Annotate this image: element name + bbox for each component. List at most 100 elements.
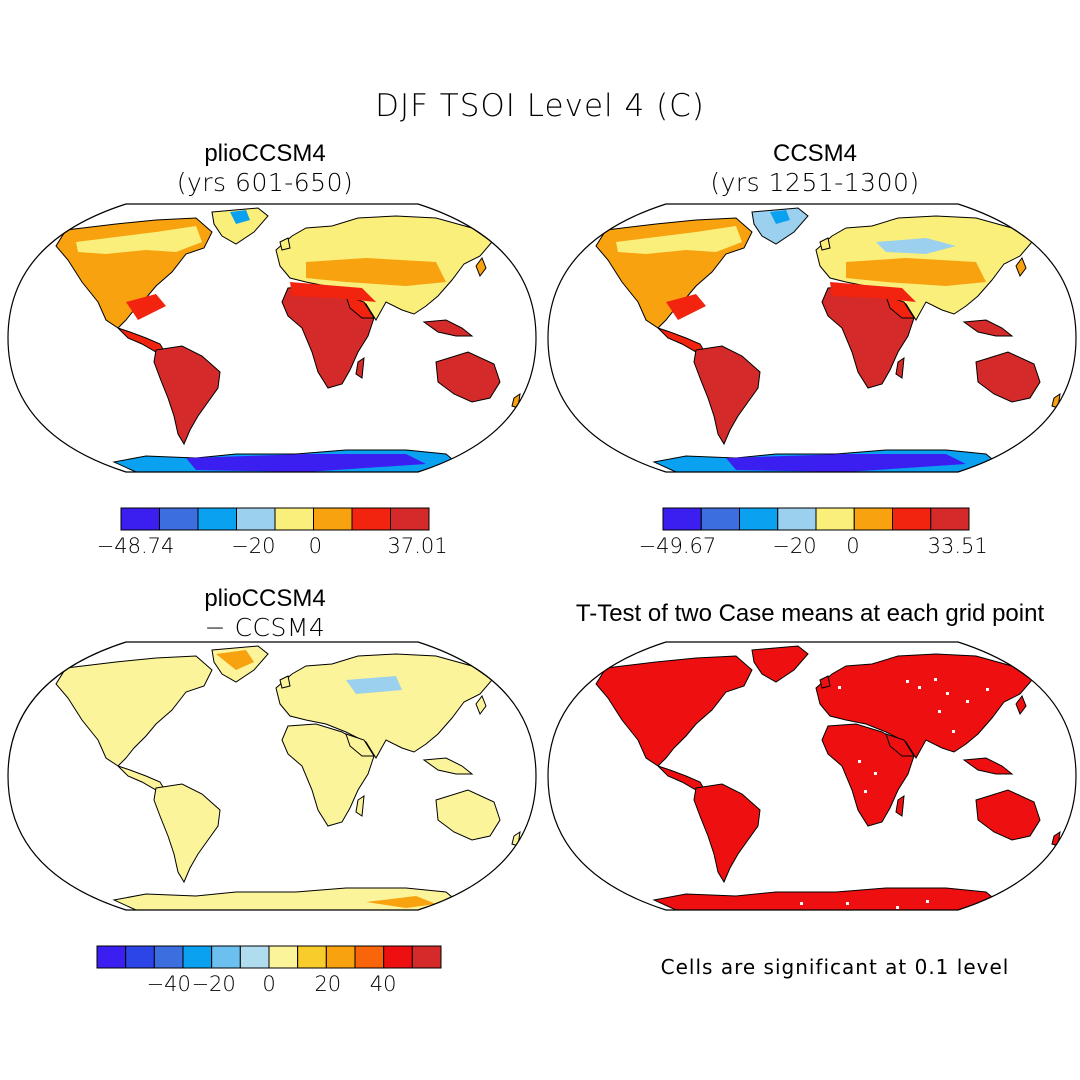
- colorbar-min-label: −48.74: [96, 534, 175, 558]
- colorbar-swatch: [700, 507, 740, 531]
- land-japan: [475, 256, 487, 278]
- panel-subtitle-top-left: (yrs 601-650): [176, 168, 354, 197]
- nonsignificant-cell: [846, 902, 849, 905]
- colorbar-swatch: [197, 507, 237, 531]
- land-southAmerica: [153, 783, 221, 884]
- land-indonesia: [962, 757, 1014, 775]
- region-sahara: [290, 282, 376, 302]
- colorbar-tick-label: −20: [191, 972, 236, 996]
- colorbar-swatch: [239, 945, 270, 969]
- region-north-cold: [76, 226, 202, 254]
- land-uk: [279, 237, 291, 251]
- colorbar-max-label: 33.51: [927, 534, 988, 558]
- nonsignificant-cell: [918, 686, 921, 689]
- colorbar-swatch: [892, 507, 932, 531]
- colorbar-labels-bottom-left: −40 −20 0 20 40: [96, 972, 442, 1002]
- nonsignificant-cell: [906, 680, 909, 683]
- colorbar-swatch: [853, 507, 893, 531]
- land-japan: [475, 694, 487, 716]
- significance-note: Cells are significant at 0.1 level: [660, 955, 1010, 979]
- land-uk: [819, 675, 831, 689]
- colorbar-swatch: [313, 507, 353, 531]
- nonsignificant-cell: [896, 906, 899, 909]
- region-sahara: [830, 282, 916, 302]
- colorbar-swatch: [159, 507, 199, 531]
- colorbar-swatch: [182, 945, 213, 969]
- colorbar-swatch: [383, 945, 413, 969]
- map-bottom-right: [547, 641, 1077, 911]
- land-arabia: [885, 295, 915, 319]
- colorbar-swatch: [268, 945, 299, 969]
- colorbar-zero-label: 0: [846, 534, 860, 558]
- nonsignificant-cell: [934, 678, 937, 681]
- land-indonesia: [962, 319, 1014, 337]
- region-greenland-warm: [216, 650, 254, 670]
- colorbar-swatch: [662, 507, 702, 531]
- land-japan: [1015, 256, 1027, 278]
- panel-title-top-left: plioCCSM4: [204, 140, 326, 167]
- colorbar-swatch: [120, 507, 160, 531]
- land-eurasia: [815, 653, 1033, 759]
- land-arabia: [885, 733, 915, 757]
- nonsignificant-cell: [864, 790, 867, 793]
- colorbar-tick-label: 0: [262, 972, 276, 996]
- land-southAmerica: [693, 783, 761, 884]
- colorbar-swatch: [96, 945, 127, 969]
- nonsignificant-cell: [838, 686, 841, 689]
- panel-title-bottom-left: plioCCSM4: [204, 585, 326, 612]
- land-layer: [55, 645, 521, 910]
- land-southAmerica: [693, 345, 761, 446]
- region-antarctic-interior: [186, 454, 426, 472]
- colorbar-swatch: [297, 945, 327, 969]
- nonsignificant-cell: [946, 692, 949, 695]
- colorbar-mid-label: −20: [772, 534, 817, 558]
- colorbar-tick-label: −40: [146, 972, 191, 996]
- land-australia: [435, 351, 501, 403]
- nonsignificant-cell: [986, 688, 989, 691]
- figure-title: DJF TSOI Level 4 (C): [375, 88, 705, 124]
- colorbar-swatch: [777, 507, 817, 531]
- land-indonesia: [422, 757, 474, 775]
- colorbar-swatch: [274, 507, 314, 531]
- panel-subtitle-top-right: (yrs 1251-1300): [710, 168, 920, 197]
- land-layer: [55, 207, 521, 472]
- land-northAmerica: [55, 655, 213, 767]
- colorbar-swatch: [739, 507, 779, 531]
- colorbar-swatch: [351, 507, 391, 531]
- region-gulf-warm: [126, 294, 166, 320]
- colorbar-mid-label: −20: [231, 534, 276, 558]
- region-gulf-warm: [666, 294, 706, 320]
- panel-title-bottom-right: T-Test of two Case means at each grid po…: [575, 600, 1045, 627]
- nonsignificant-cell: [874, 772, 877, 775]
- colorbar-tick-label: 20: [314, 972, 342, 996]
- land-layer: [595, 645, 1061, 910]
- region-asia-cool: [346, 676, 402, 694]
- land-uk: [279, 675, 291, 689]
- colorbar-swatches: [96, 945, 442, 969]
- map-frame: [7, 203, 537, 473]
- land-arabia: [345, 733, 375, 757]
- land-madagascar: [355, 356, 365, 379]
- colorbar-tick-label: 40: [369, 972, 397, 996]
- land-greenland: [751, 207, 809, 245]
- map-frame: [547, 203, 1077, 473]
- region-antarctic-interior: [726, 454, 966, 472]
- land-northAmerica: [595, 655, 753, 767]
- land-layer: [595, 207, 1061, 472]
- colorbar-swatch: [354, 945, 385, 969]
- colorbar-swatch: [236, 507, 276, 531]
- nonsignificant-cell: [926, 900, 929, 903]
- land-antarctica: [112, 887, 460, 910]
- colorbar-labels-top-right: −49.67 −20 0 33.51: [639, 534, 988, 564]
- colorbar-top-right: [662, 507, 970, 531]
- land-uk: [819, 237, 831, 251]
- land-greenland: [751, 645, 809, 683]
- map-frame: [547, 641, 1077, 911]
- region-mid-asia: [306, 258, 446, 286]
- colorbar-max-label: 37.01: [387, 534, 448, 558]
- map-top-left: [7, 203, 537, 473]
- colorbar-labels-top-left: −48.74 −20 0 37.01: [97, 534, 448, 564]
- colorbar-swatch: [211, 945, 241, 969]
- land-antarctica: [652, 887, 1000, 910]
- land-madagascar: [895, 356, 905, 379]
